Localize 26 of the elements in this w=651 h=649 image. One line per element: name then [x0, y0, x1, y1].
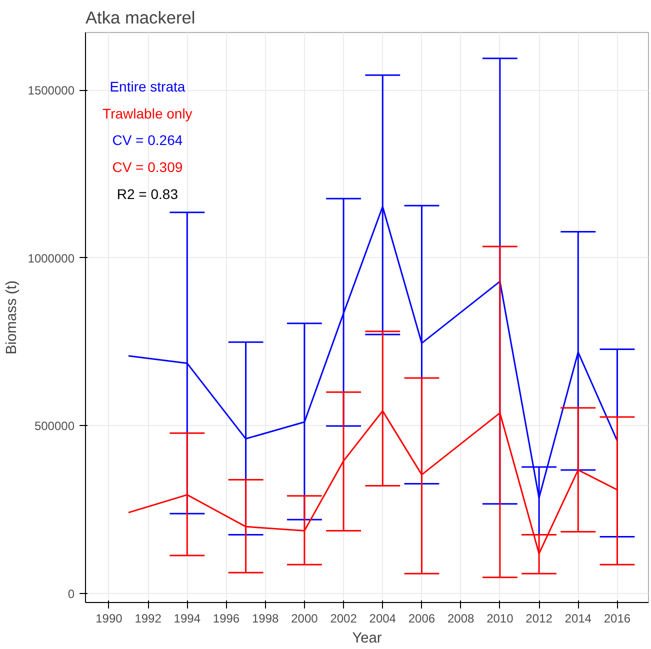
- x-tick-label: 2010: [486, 612, 514, 626]
- annotation: CV = 0.309: [112, 159, 183, 176]
- y-tick-label: 1000000: [28, 251, 75, 266]
- x-tick-label: 1998: [252, 612, 280, 626]
- y-tick-label: 1500000: [28, 84, 75, 98]
- y-tick-label: 0: [68, 586, 75, 601]
- x-tick-label: 1990: [96, 612, 123, 626]
- annotation: R2 = 0.83: [116, 186, 178, 202]
- x-axis-title: Year: [352, 630, 382, 646]
- text: Entire strata: [110, 78, 186, 95]
- chart-title: Atka mackerel: [86, 8, 196, 28]
- x-tick-label: 2004: [369, 612, 396, 626]
- x-tick-label: 1996: [212, 612, 240, 626]
- x-tick-label: 2006: [408, 612, 436, 626]
- annotation: CV = 0.264: [112, 132, 183, 148]
- x-tick-label: 1994: [174, 612, 201, 626]
- y-tick-label: 500000: [34, 419, 75, 434]
- x-tick-label: 2000: [291, 612, 318, 626]
- x-tick-label: 1992: [134, 612, 162, 626]
- x-tick-label: 2012: [526, 612, 553, 626]
- x-tick-label: 2014: [564, 612, 592, 626]
- x-tick-label: 2008: [447, 612, 475, 626]
- y-axis-title: Biomass (t): [4, 280, 20, 355]
- text: Trawlable only: [102, 105, 192, 122]
- x-tick-label: 2002: [330, 612, 358, 626]
- x-tick-label: 2016: [604, 612, 631, 626]
